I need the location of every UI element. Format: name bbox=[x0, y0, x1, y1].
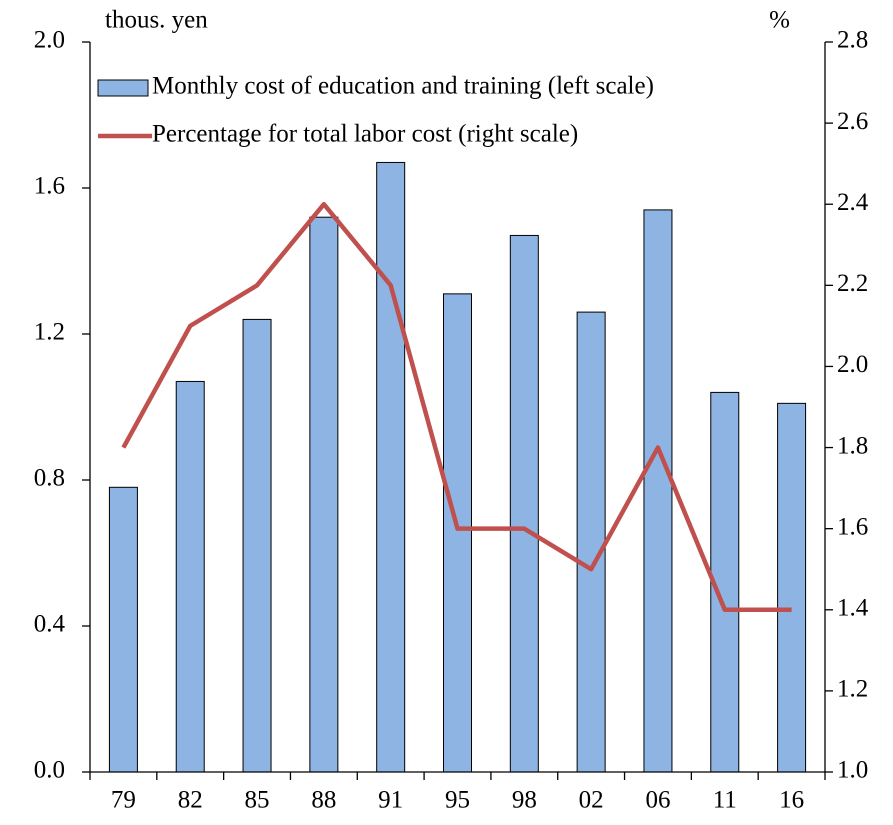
bar bbox=[643, 209, 673, 773]
bar bbox=[175, 380, 205, 773]
y-tick-label: 1.2 bbox=[34, 319, 65, 346]
x-tick-label: 11 bbox=[713, 787, 737, 814]
x-tick-label: 06 bbox=[645, 787, 670, 814]
y2-tick-label: 2.8 bbox=[837, 27, 868, 54]
bar bbox=[576, 311, 606, 773]
y2-tick-label: 2.0 bbox=[837, 351, 868, 378]
legend-label: Monthly cost of education and training (… bbox=[152, 73, 654, 100]
y2-tick-label: 1.6 bbox=[837, 513, 868, 540]
y2-tick-label: 1.8 bbox=[837, 432, 868, 459]
y2-tick-label: 2.6 bbox=[837, 108, 868, 135]
x-tick-label: 88 bbox=[311, 787, 336, 814]
bar bbox=[443, 293, 472, 773]
y-tick-label: 0.4 bbox=[34, 611, 66, 638]
x-tick-label: 98 bbox=[512, 787, 537, 814]
y2-tick-label: 1.4 bbox=[837, 595, 869, 622]
bar bbox=[108, 486, 138, 773]
y-tick-label: 0.8 bbox=[34, 465, 65, 492]
x-tick-label: 02 bbox=[579, 787, 604, 814]
y2-tick-label: 1.0 bbox=[837, 757, 868, 784]
line bbox=[121, 201, 792, 613]
bar bbox=[777, 402, 807, 773]
bar bbox=[242, 318, 272, 773]
bar bbox=[309, 216, 339, 773]
x-tick-label: 82 bbox=[178, 787, 203, 814]
x-tick-label: 91 bbox=[378, 787, 403, 814]
y2-unit: % bbox=[769, 7, 790, 34]
y2-tick-label: 1.2 bbox=[837, 676, 868, 703]
y2-tick-label: 2.2 bbox=[837, 270, 868, 297]
legend-swatch bbox=[97, 79, 149, 97]
x-tick-label: 79 bbox=[111, 787, 136, 814]
y-tick-label: 1.6 bbox=[34, 173, 65, 200]
y-tick-label: 0.0 bbox=[34, 757, 65, 784]
y-unit: thous. yen bbox=[105, 7, 208, 34]
x-tick-label: 95 bbox=[445, 787, 470, 814]
y2-tick-label: 2.4 bbox=[837, 189, 869, 216]
x-tick-label: 85 bbox=[245, 787, 270, 814]
bar bbox=[376, 161, 406, 773]
bar bbox=[509, 234, 539, 773]
legend-label: Percentage for total labor cost (right s… bbox=[152, 121, 578, 148]
y-tick-label: 2.0 bbox=[34, 27, 65, 54]
x-tick-label: 16 bbox=[779, 787, 804, 814]
